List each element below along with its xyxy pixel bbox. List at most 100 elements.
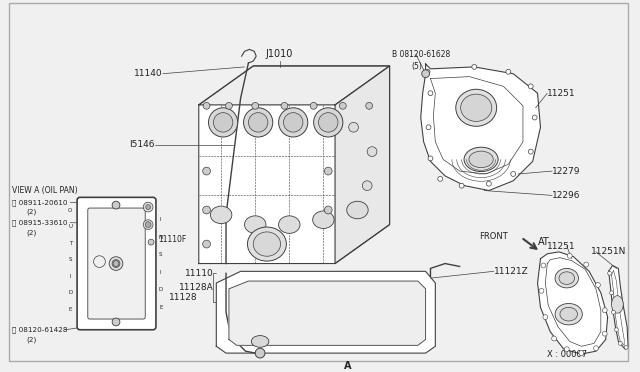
Ellipse shape [555, 269, 579, 288]
Circle shape [252, 102, 259, 109]
Circle shape [528, 84, 533, 89]
Ellipse shape [278, 216, 300, 233]
Text: 11251N: 11251N [591, 247, 627, 256]
Ellipse shape [278, 108, 308, 137]
Text: O: O [68, 208, 72, 212]
Text: U: U [68, 224, 72, 229]
Ellipse shape [469, 151, 493, 168]
Text: B 08120-61628: B 08120-61628 [392, 50, 450, 59]
Polygon shape [229, 281, 426, 345]
Circle shape [618, 341, 622, 345]
Circle shape [367, 147, 377, 157]
Text: X : 00007: X : 00007 [547, 350, 588, 359]
Ellipse shape [209, 108, 237, 137]
Text: N: N [159, 235, 163, 240]
Text: Ⓝ 08911-20610: Ⓝ 08911-20610 [12, 199, 67, 205]
Circle shape [143, 202, 153, 212]
Ellipse shape [559, 272, 575, 285]
Polygon shape [420, 64, 540, 190]
Text: 11110B: 11110B [87, 269, 116, 278]
Circle shape [438, 176, 443, 181]
Circle shape [365, 102, 372, 109]
Text: D: D [159, 287, 163, 292]
Circle shape [532, 115, 537, 120]
Circle shape [541, 263, 546, 268]
Ellipse shape [612, 296, 623, 313]
Circle shape [539, 288, 544, 293]
Circle shape [146, 205, 150, 209]
Circle shape [339, 102, 346, 109]
Text: E: E [159, 305, 163, 310]
Circle shape [112, 260, 120, 267]
Text: 11251: 11251 [547, 241, 576, 250]
Circle shape [511, 171, 516, 176]
Circle shape [112, 201, 120, 209]
Polygon shape [199, 66, 390, 105]
Polygon shape [538, 252, 607, 354]
Text: J1010: J1010 [266, 49, 293, 59]
Text: 11140: 11140 [134, 69, 163, 78]
Circle shape [486, 181, 492, 186]
Text: (2): (2) [26, 209, 36, 215]
Circle shape [602, 331, 607, 336]
Circle shape [422, 70, 429, 78]
Circle shape [552, 336, 557, 341]
Ellipse shape [284, 113, 303, 132]
Circle shape [564, 347, 569, 352]
Circle shape [584, 262, 589, 267]
Circle shape [281, 102, 288, 109]
Text: 11110F: 11110F [158, 235, 186, 244]
Text: E: E [68, 307, 72, 312]
Circle shape [428, 91, 433, 96]
Circle shape [143, 220, 153, 230]
Text: 11251: 11251 [547, 89, 576, 98]
Text: FRONT: FRONT [479, 232, 508, 241]
Circle shape [324, 206, 332, 214]
Circle shape [362, 181, 372, 190]
Ellipse shape [253, 232, 280, 256]
Text: S: S [159, 252, 163, 257]
Polygon shape [199, 66, 390, 263]
Circle shape [472, 64, 477, 69]
Circle shape [109, 257, 123, 270]
Text: I: I [160, 270, 162, 275]
Text: 11128: 11128 [169, 293, 198, 302]
Circle shape [528, 149, 533, 154]
Text: 11128A: 11128A [179, 283, 213, 292]
Circle shape [255, 348, 265, 358]
Ellipse shape [461, 94, 492, 121]
Circle shape [310, 102, 317, 109]
Circle shape [459, 183, 464, 188]
Polygon shape [216, 271, 435, 353]
Ellipse shape [248, 113, 268, 132]
Polygon shape [335, 66, 390, 263]
Circle shape [425, 69, 430, 74]
Circle shape [428, 156, 433, 161]
Circle shape [426, 125, 431, 130]
Ellipse shape [347, 201, 368, 219]
Circle shape [225, 102, 232, 109]
Ellipse shape [319, 113, 338, 132]
Text: (2): (2) [26, 229, 36, 235]
Ellipse shape [313, 211, 334, 228]
Circle shape [203, 240, 211, 248]
Text: I5146: I5146 [129, 140, 155, 149]
Circle shape [593, 346, 598, 351]
Text: (5): (5) [411, 62, 422, 71]
Circle shape [145, 222, 151, 228]
Ellipse shape [244, 108, 273, 137]
Circle shape [203, 167, 211, 175]
Circle shape [609, 291, 614, 295]
Ellipse shape [248, 227, 286, 261]
Ellipse shape [252, 336, 269, 347]
Circle shape [203, 206, 211, 214]
Circle shape [595, 282, 600, 288]
Text: Ⓥ 08915-33610: Ⓥ 08915-33610 [12, 219, 67, 226]
Circle shape [506, 69, 511, 74]
Ellipse shape [314, 108, 343, 137]
Ellipse shape [456, 89, 497, 126]
Circle shape [602, 308, 607, 313]
Text: 12279: 12279 [552, 167, 580, 176]
Ellipse shape [555, 304, 582, 325]
Circle shape [543, 315, 548, 320]
